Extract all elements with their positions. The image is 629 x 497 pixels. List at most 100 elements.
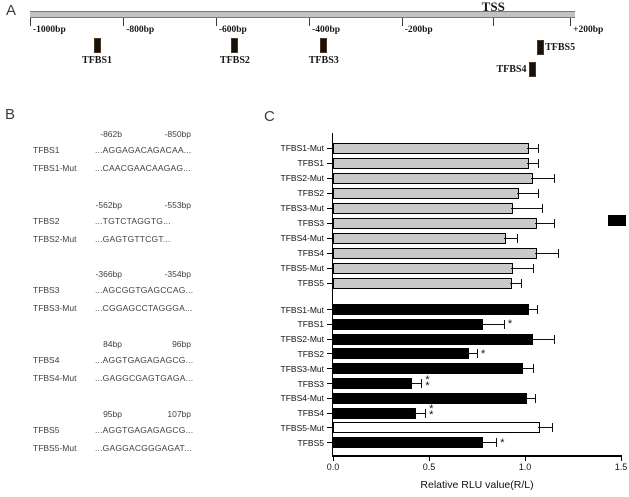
bar-chart: SMAD3-OE Vector 0.0 0.5 1.0 1.5 TFBS1-Mut TFB… xyxy=(260,100,629,497)
category-label: TFBS3 xyxy=(297,378,324,389)
y-axis-line xyxy=(331,133,333,455)
error-bar xyxy=(526,147,539,149)
error-bar xyxy=(526,162,539,164)
error-bar xyxy=(509,282,522,284)
significance-mark: * xyxy=(507,318,513,331)
bar-vector-tfbs4 xyxy=(333,247,537,259)
promoter-tick-label: -800bp xyxy=(126,25,155,35)
seq-start-pos: -862b xyxy=(100,129,122,139)
category-tick xyxy=(327,192,333,194)
error-bar-cap xyxy=(521,278,523,288)
seq-start-pos: -366bp xyxy=(95,269,122,279)
category-tick xyxy=(327,222,333,224)
bar-vector-tfbs5-mut xyxy=(333,262,514,274)
x-axis-title: Relative RLU value(R/L) xyxy=(420,479,534,491)
error-bar-cap xyxy=(477,349,478,359)
seq-row-name: TFBS3 xyxy=(33,285,60,295)
category-tick xyxy=(327,237,333,239)
seq-row-sequence: ...AGGAGACAGACAA... xyxy=(95,145,192,155)
error-bar-cap xyxy=(421,379,423,388)
seq-end-pos: -850bp xyxy=(164,129,191,139)
seq-end-pos: 107bp xyxy=(167,409,191,419)
tfbs4-label: TFBS4 xyxy=(496,64,527,75)
significance-mark: * * xyxy=(425,373,430,392)
seq-row-sequence: ...GAGTGTTCGT... xyxy=(95,234,171,244)
category-label: TFBS2 xyxy=(297,188,324,199)
category-tick xyxy=(327,353,333,355)
category-tick xyxy=(327,252,333,254)
chart-legend: SMAD3-OE Vector xyxy=(608,209,629,231)
seq-end-pos: -354bp xyxy=(164,269,191,279)
promoter-tick-label: -600bp xyxy=(218,25,247,35)
error-bar xyxy=(511,207,543,209)
seq-row-name: TFBS5-Mut xyxy=(33,443,77,453)
bar-smad3-oe-tfbs5 xyxy=(333,437,483,449)
category-tick xyxy=(327,162,333,164)
x-axis-tick xyxy=(621,456,622,461)
error-bar-cap xyxy=(534,393,536,403)
category-tick xyxy=(327,338,333,340)
error-bar-cap xyxy=(542,203,544,213)
promoter-tick xyxy=(570,18,572,26)
bar-vector-tfbs5 xyxy=(333,277,512,289)
seq-row-sequence: ...AGGTGAGAGAGCG... xyxy=(95,355,194,365)
error-bar xyxy=(524,397,535,399)
category-label: TFBS3-Mut xyxy=(280,203,324,214)
bar-vector-tfbs1-mut xyxy=(333,142,529,154)
promoter-tick xyxy=(30,18,32,26)
seq-row-name: TFBS4 xyxy=(33,355,60,365)
promoter-tick-label: -400bp xyxy=(312,25,341,35)
error-bar xyxy=(521,368,533,370)
error-bar xyxy=(530,338,554,340)
error-bar-cap xyxy=(496,438,498,448)
promoter-tick-label: -200bp xyxy=(404,25,433,35)
promoter-tick xyxy=(215,18,218,26)
panel-b-letter: B xyxy=(5,106,16,123)
promoter-tick xyxy=(401,18,403,26)
error-bar xyxy=(413,412,426,414)
category-tick xyxy=(327,427,333,429)
seq-row-sequence: ...TGTCTAGGTG... xyxy=(95,216,171,226)
seq-row-name: TFBS5 xyxy=(33,425,60,435)
error-bar xyxy=(409,383,422,384)
significance-mark: * * xyxy=(429,403,434,422)
promoter-tick xyxy=(123,18,125,26)
seq-row-sequence: ...AGCGGTGAGCCAG... xyxy=(95,285,194,295)
seq-row-name: TFBS1 xyxy=(33,145,60,155)
category-label: TFBS3-Mut xyxy=(280,363,324,374)
category-label: TFBS1 xyxy=(297,158,324,169)
tfbs3-box xyxy=(320,38,328,53)
error-bar-cap xyxy=(532,263,534,273)
category-label: TFBS2 xyxy=(297,348,324,359)
tfbs1-box xyxy=(93,38,101,53)
error-bar-cap xyxy=(551,423,553,433)
x-axis-line xyxy=(331,455,622,457)
seq-row-name: TFBS2 xyxy=(33,216,60,226)
error-bar-cap xyxy=(553,173,555,183)
category-tick xyxy=(327,147,333,149)
category-label: TFBS5 xyxy=(297,437,324,448)
error-bar-cap xyxy=(517,233,519,243)
category-tick xyxy=(327,397,333,399)
seq-end-pos: 96bp xyxy=(172,339,191,349)
seq-row-sequence: ...GAGGACGGGAGAT... xyxy=(95,443,192,453)
category-tick xyxy=(327,368,333,370)
bar-vector-tfbs4-mut xyxy=(333,232,506,244)
category-label: TFBS4-Mut xyxy=(280,233,324,244)
error-bar xyxy=(467,353,477,355)
error-bar xyxy=(530,177,554,179)
category-label: TFBS5 xyxy=(297,278,324,289)
category-tick xyxy=(327,323,333,325)
bar-smad3-oe-tfbs5-mut xyxy=(333,422,541,434)
tfbs2-label: TFBS2 xyxy=(219,55,250,66)
seq-row-name: TFBS1-Mut xyxy=(33,163,77,173)
error-bar-cap xyxy=(503,319,505,329)
bar-smad3-oe-tfbs1-mut xyxy=(333,304,529,315)
bar-smad3-oe-tfbs3 xyxy=(333,378,412,389)
category-label: TFBS5-Mut xyxy=(280,422,324,433)
category-label: TFBS5-Mut xyxy=(280,263,324,274)
seq-start-pos: 84bp xyxy=(103,339,122,349)
promoter-tick xyxy=(493,18,495,26)
bar-smad3-oe-tfbs4 xyxy=(333,407,416,419)
